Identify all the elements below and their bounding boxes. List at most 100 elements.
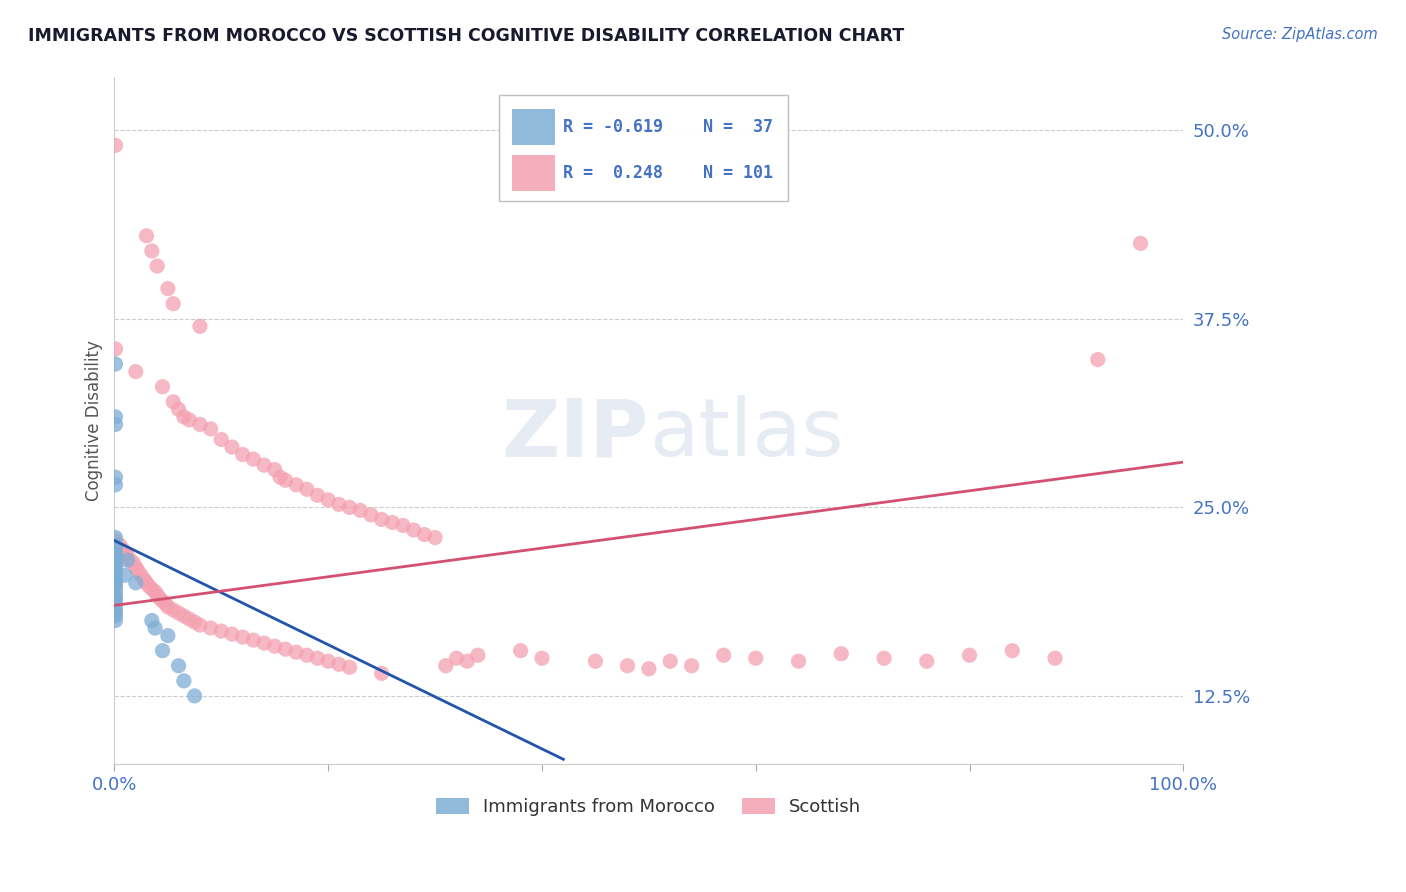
Point [339, 500, 361, 515]
Point [152, 643, 174, 657]
Point [263, 463, 285, 477]
Point [745, 651, 768, 665]
Point [295, 483, 318, 497]
Point [221, 627, 243, 641]
Point [1043, 651, 1066, 665]
Text: IMMIGRANTS FROM MOROCCO VS SCOTTISH COGNITIVE DISABILITY CORRELATION CHART: IMMIGRANTS FROM MOROCCO VS SCOTTISH COGN… [28, 27, 904, 45]
Point [148, 591, 170, 605]
Y-axis label: Cognitive Disability: Cognitive Disability [86, 340, 103, 501]
Point [328, 657, 350, 672]
FancyBboxPatch shape [499, 95, 787, 201]
Point [402, 523, 425, 537]
Point [156, 599, 179, 614]
Point [509, 643, 531, 657]
Point [152, 594, 174, 608]
Point [104, 417, 127, 432]
Point [104, 564, 127, 578]
Point [104, 477, 127, 491]
Point [104, 138, 127, 153]
Point [873, 651, 896, 665]
Point [104, 591, 127, 605]
Point [381, 516, 404, 530]
Point [129, 568, 152, 582]
Point [104, 546, 127, 560]
Point [583, 654, 606, 668]
Point [135, 575, 157, 590]
Point [104, 542, 127, 557]
Point [349, 503, 371, 517]
Point [183, 615, 205, 629]
Point [104, 560, 127, 574]
Point [146, 588, 169, 602]
Point [111, 542, 134, 557]
Point [787, 654, 810, 668]
Point [141, 582, 163, 596]
Point [122, 556, 145, 570]
Point [242, 452, 264, 467]
Point [162, 394, 184, 409]
Point [104, 568, 127, 582]
Point [104, 575, 127, 590]
Point [253, 458, 276, 472]
Point [456, 654, 478, 668]
Point [115, 549, 138, 563]
Point [162, 296, 184, 310]
Point [183, 689, 205, 703]
Point [209, 433, 232, 447]
Point [152, 380, 174, 394]
Point [167, 658, 190, 673]
Point [915, 654, 938, 668]
Point [263, 639, 285, 653]
Point [232, 630, 254, 644]
Point [659, 654, 682, 668]
Point [104, 579, 127, 593]
Point [120, 553, 142, 567]
Point [156, 629, 179, 643]
Point [274, 473, 297, 487]
Point [285, 645, 308, 659]
Point [530, 651, 553, 665]
Point [681, 658, 703, 673]
Point [316, 654, 339, 668]
Point [108, 538, 131, 552]
Point [143, 585, 166, 599]
Point [155, 597, 177, 611]
Point [232, 448, 254, 462]
Point [125, 365, 148, 379]
Point [104, 357, 127, 371]
Point [423, 531, 446, 545]
Point [167, 402, 190, 417]
Point [269, 470, 291, 484]
Point [138, 579, 160, 593]
Point [134, 573, 156, 587]
Point [188, 319, 211, 334]
Point [146, 259, 169, 273]
Point [959, 648, 981, 663]
Point [253, 636, 276, 650]
Point [115, 553, 138, 567]
Point [434, 658, 457, 673]
Point [104, 609, 127, 624]
Point [141, 614, 163, 628]
Point [104, 573, 127, 587]
Point [830, 647, 852, 661]
Point [114, 568, 136, 582]
Point [173, 673, 195, 688]
Point [104, 594, 127, 608]
Point [104, 342, 127, 356]
Point [446, 651, 468, 665]
Point [104, 549, 127, 563]
Point [221, 440, 243, 454]
Point [616, 658, 638, 673]
Point [200, 621, 222, 635]
Point [104, 614, 127, 628]
Point [143, 621, 166, 635]
Point [200, 422, 222, 436]
Point [104, 409, 127, 424]
Point [360, 508, 382, 522]
Point [209, 624, 232, 638]
Point [104, 553, 127, 567]
Point [104, 470, 127, 484]
Text: ZIP: ZIP [502, 395, 648, 474]
Text: atlas: atlas [648, 395, 844, 474]
